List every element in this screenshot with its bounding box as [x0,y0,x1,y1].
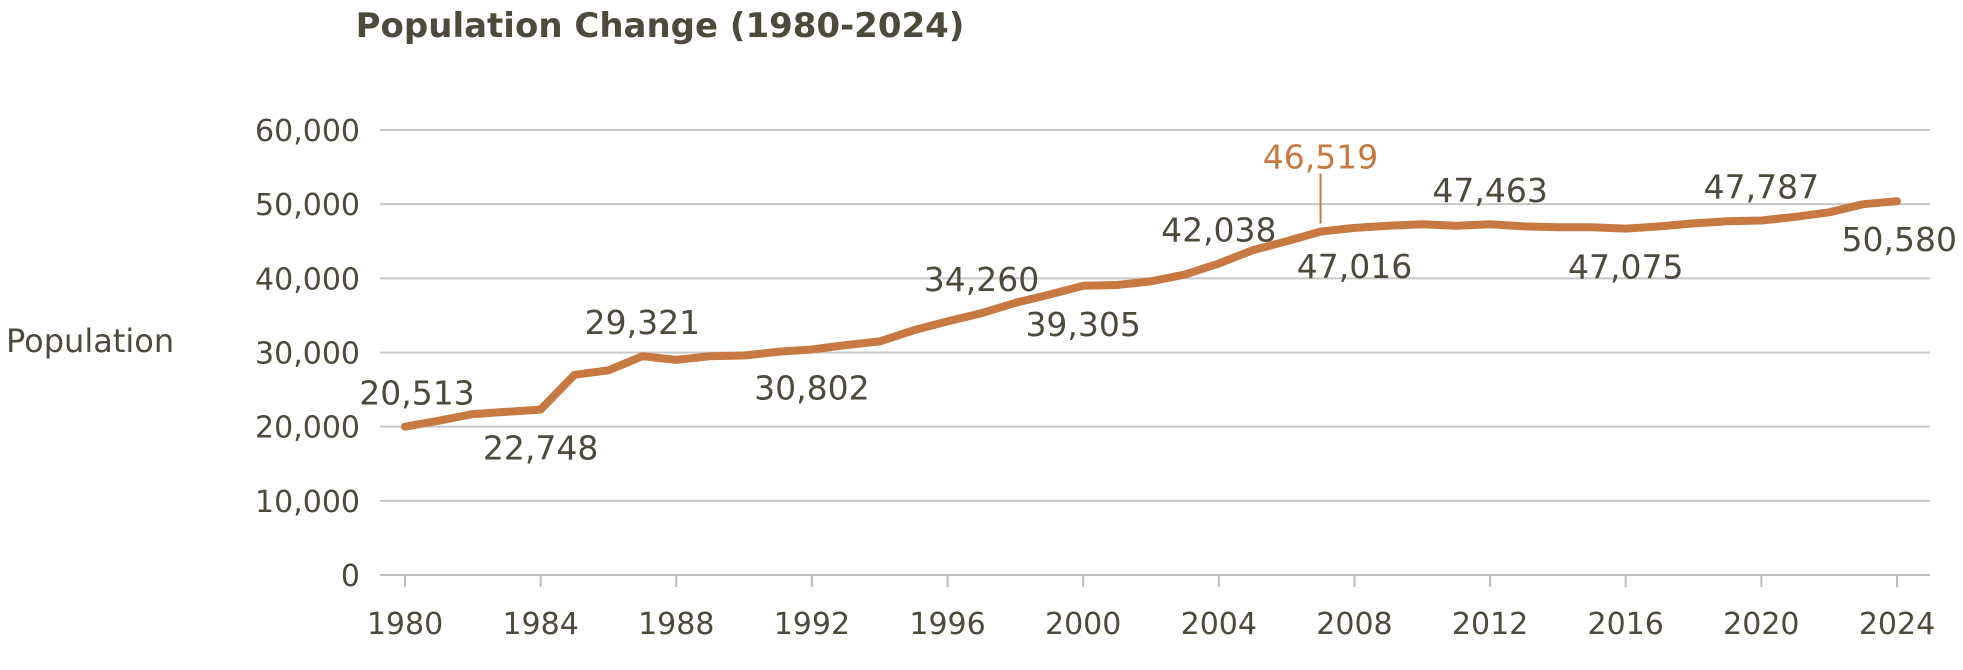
x-tick-label: 2016 [1588,607,1664,642]
x-tick-label: 1988 [638,607,714,642]
x-tick-label: 2000 [1045,607,1121,642]
data-label: 47,075 [1568,248,1683,287]
x-tick-label: 2012 [1452,607,1528,642]
data-label: 47,787 [1704,167,1819,206]
data-label: 30,802 [754,369,869,408]
y-tick-label: 40,000 [255,262,360,297]
y-tick-label: 50,000 [255,188,360,223]
data-label: 39,305 [1025,305,1140,344]
data-label: 47,463 [1432,171,1547,210]
data-label: 20,513 [359,374,474,413]
x-axis: 1980 1984 1988 1992 1996 2000 2004 2008 2012 2016… [367,575,1935,642]
chart-title: Population Change (1980-2024) [355,6,965,46]
y-axis-label: Population [6,322,175,360]
y-tick-label: 0 [341,559,360,594]
series-group [401,197,1901,431]
x-tick-label: 2024 [1859,607,1935,642]
data-label: 42,038 [1161,211,1276,250]
data-label: 34,260 [924,260,1039,299]
data-label: 22,748 [483,429,598,468]
y-tick-label: 20,000 [255,411,360,446]
data-label: 50,580 [1842,220,1957,259]
y-axis-ticks: 0 10,000 20,000 30,000 40,000 50,000 60,000 [255,114,360,594]
gridlines [380,129,1930,576]
data-label: 29,321 [585,303,700,342]
x-tick-label: 2020 [1723,607,1799,642]
y-tick-label: 30,000 [255,337,360,372]
x-tick-label: 1984 [502,607,578,642]
x-tick-label: 2004 [1181,607,1257,642]
x-tick-label: 2008 [1316,607,1392,642]
data-label: 46,519 [1263,138,1378,177]
data-label: 47,016 [1297,247,1412,286]
y-tick-label: 60,000 [255,114,360,149]
x-tick-label: 1992 [774,607,850,642]
x-tick-label: 1996 [909,607,985,642]
series-line-population [401,197,1901,431]
y-tick-label: 10,000 [255,485,360,520]
x-tick-label: 1980 [367,607,443,642]
